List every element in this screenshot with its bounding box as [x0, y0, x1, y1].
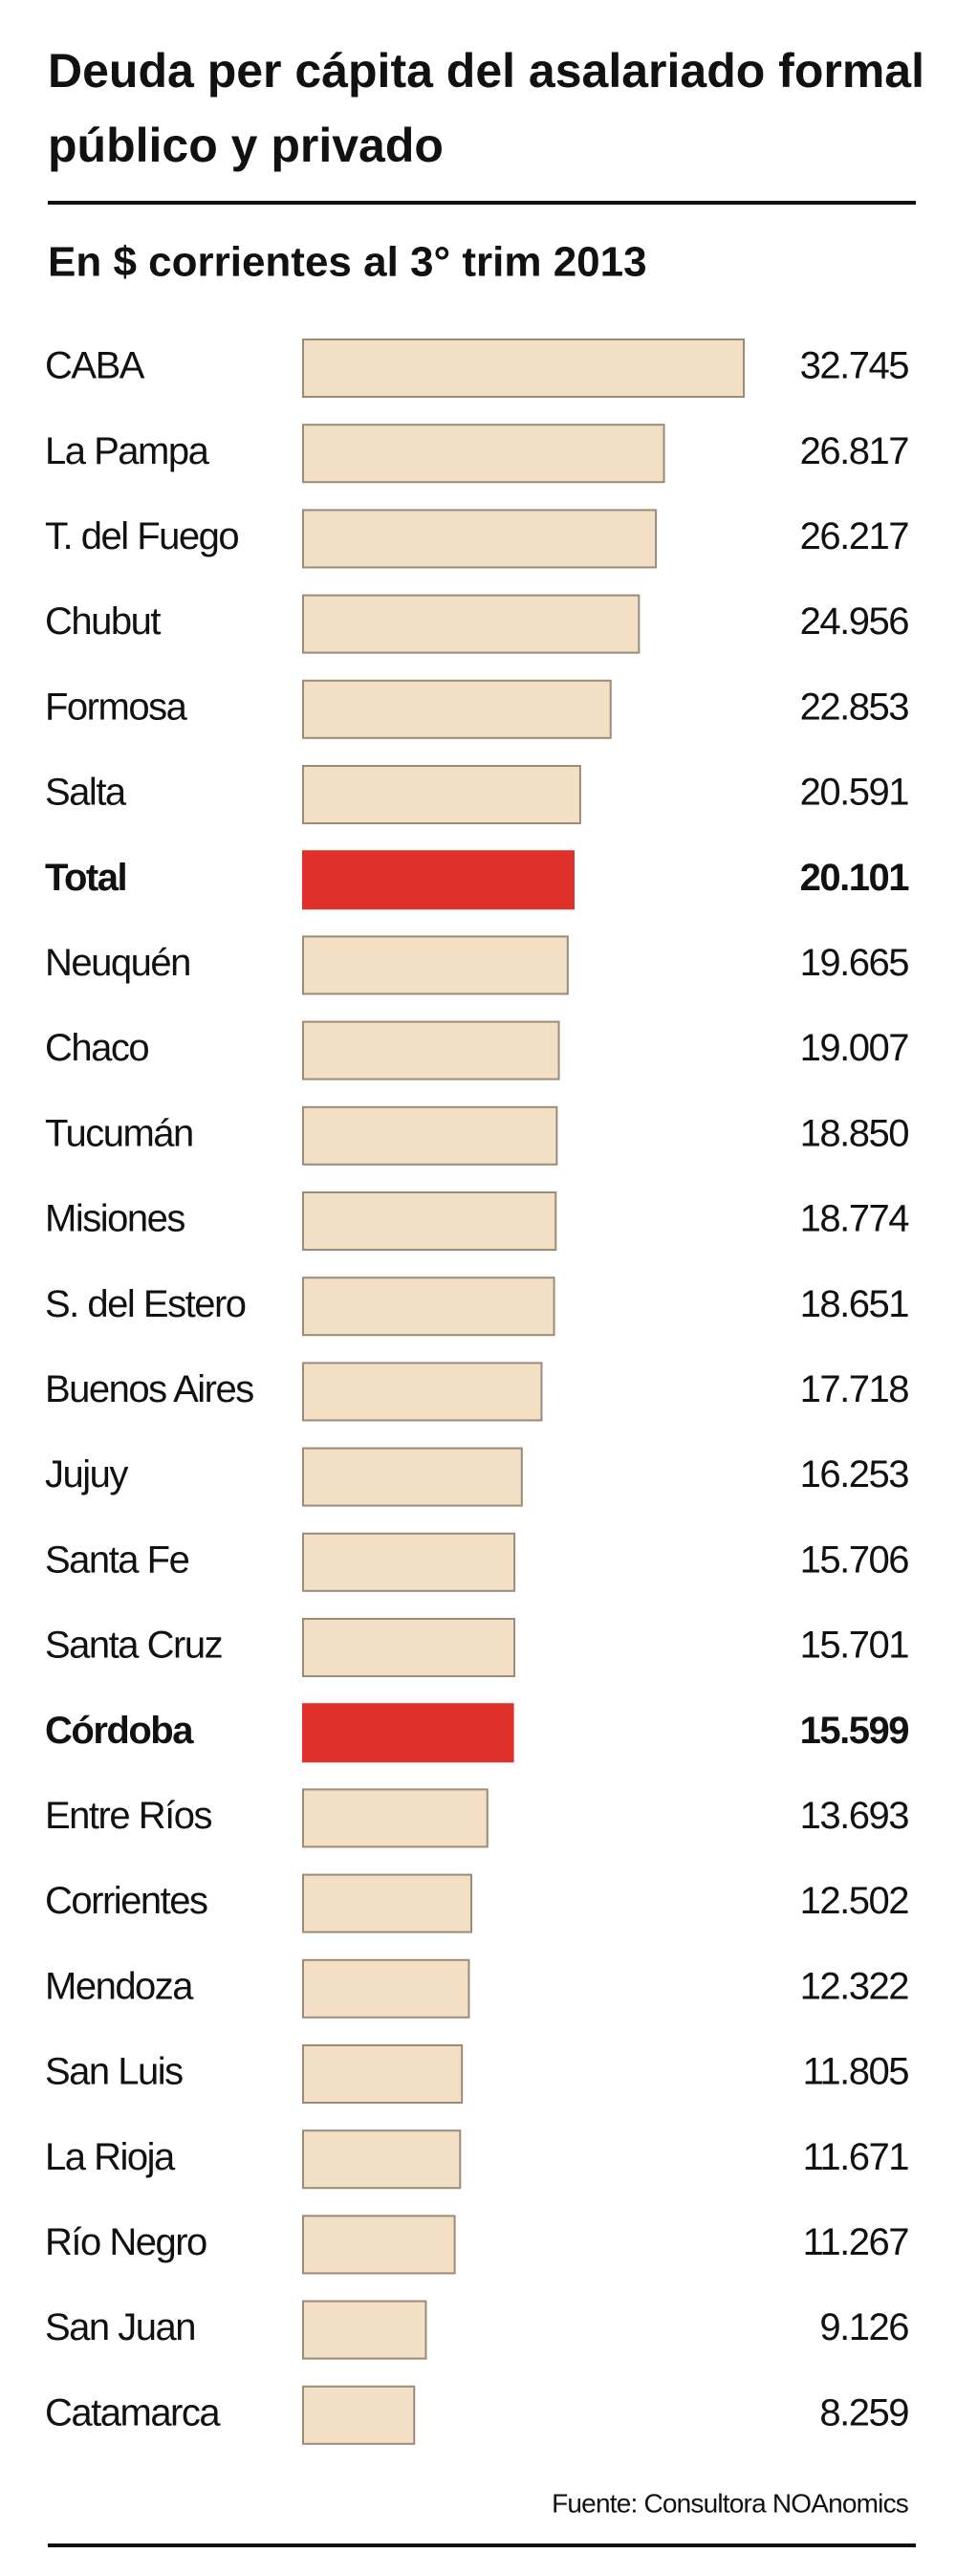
- bar: [302, 594, 641, 654]
- value-label: 13.693: [800, 1795, 909, 1837]
- value-label: 16.253: [800, 1453, 909, 1495]
- chart-subtitle: En $ corrientes al 3° trim 2013: [48, 239, 647, 286]
- value-label: 18.774: [800, 1198, 910, 1240]
- bar: [302, 509, 658, 569]
- category-label: Formosa: [45, 686, 188, 728]
- value-label: 32.745: [800, 345, 909, 387]
- category-label: Tucumán: [45, 1112, 193, 1154]
- value-label: 11.267: [803, 2221, 909, 2263]
- category-label: Chaco: [45, 1027, 148, 1069]
- value-label: 19.665: [800, 942, 909, 984]
- category-label: San Juan: [45, 2306, 195, 2348]
- value-label: 15.599: [800, 1710, 909, 1752]
- value-label: 12.322: [800, 1965, 909, 2007]
- value-label: 8.259: [819, 2391, 908, 2434]
- category-label: La Pampa: [45, 430, 210, 472]
- category-label: Neuquén: [45, 942, 190, 984]
- category-label: Total: [45, 857, 126, 899]
- value-label: 11.671: [803, 2136, 909, 2178]
- bar: [302, 1191, 557, 1251]
- bar: [302, 679, 612, 739]
- category-label: Santa Fe: [45, 1539, 189, 1581]
- value-label: 24.956: [800, 600, 909, 643]
- bar: [302, 1105, 558, 1166]
- category-label: Entre Ríos: [45, 1795, 211, 1837]
- category-label: Buenos Aires: [45, 1368, 253, 1410]
- category-label: Salta: [45, 772, 127, 814]
- category-label: S. del Estero: [45, 1283, 246, 1325]
- category-label: T. del Fuego: [45, 515, 238, 557]
- category-label: CABA: [45, 345, 145, 387]
- category-label: San Luis: [45, 2051, 183, 2093]
- value-label: 11.805: [803, 2051, 909, 2093]
- value-label: 18.850: [800, 1112, 909, 1154]
- bar: [302, 1788, 489, 1848]
- bar: [302, 1532, 516, 1592]
- category-label: Río Negro: [45, 2221, 206, 2263]
- value-label: 18.651: [800, 1283, 909, 1325]
- bar: [302, 2129, 462, 2190]
- bar: [302, 1362, 543, 1422]
- bar: [302, 2300, 427, 2360]
- category-label: Jujuy: [45, 1453, 128, 1495]
- bar: [302, 2215, 456, 2275]
- value-label: 12.502: [800, 1880, 909, 1922]
- category-label: Santa Cruz: [45, 1625, 223, 1667]
- bar: [302, 1277, 555, 1337]
- source: Fuente: Consultora NOAnomics: [552, 2488, 908, 2518]
- category-label: Corrientes: [45, 1880, 207, 1922]
- value-label: 20.101: [800, 857, 910, 899]
- value-label: 19.007: [800, 1027, 909, 1069]
- bar: [302, 1873, 473, 1933]
- value-label: 22.853: [800, 686, 909, 728]
- bar: [302, 2385, 416, 2445]
- bar: [302, 1958, 470, 2019]
- category-label: La Rioja: [45, 2136, 176, 2178]
- bar: [302, 424, 665, 484]
- value-label: 20.591: [800, 772, 909, 814]
- bar: [302, 1020, 560, 1081]
- bar: [302, 935, 569, 995]
- bar: [302, 765, 581, 824]
- bar: [302, 338, 745, 398]
- category-label: Mendoza: [45, 1965, 194, 2007]
- bar: [302, 1618, 516, 1677]
- category-label: Chubut: [45, 600, 161, 643]
- value-label: 9.126: [819, 2306, 908, 2348]
- value-label: 26.817: [800, 430, 909, 472]
- bar: [302, 850, 575, 910]
- category-label: Catamarca: [45, 2391, 221, 2434]
- category-label: Córdoba: [45, 1710, 194, 1752]
- value-label: 15.701: [800, 1625, 909, 1667]
- value-label: 26.217: [800, 515, 909, 557]
- value-label: 15.706: [800, 1539, 909, 1581]
- bar: [302, 1703, 514, 1763]
- bar: [302, 1447, 523, 1507]
- chart-title: Deuda per cápita del asalariado formal pú…: [48, 44, 924, 172]
- value-label: 17.718: [800, 1368, 909, 1410]
- category-label: Misiones: [45, 1198, 185, 1240]
- bar: [302, 2044, 464, 2104]
